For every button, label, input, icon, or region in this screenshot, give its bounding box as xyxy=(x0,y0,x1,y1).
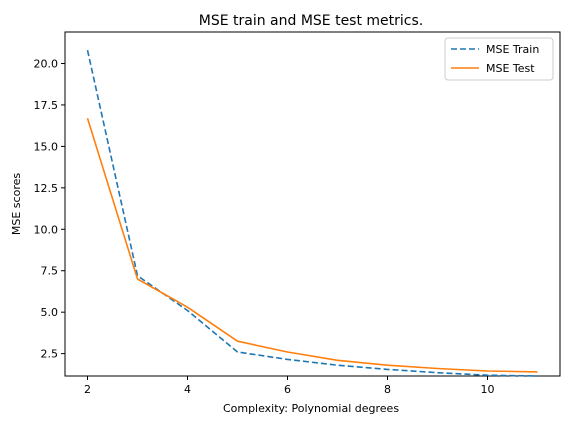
series-line-mse-train xyxy=(86,50,538,377)
y-tick-label: 12.5 xyxy=(34,182,59,195)
y-axis: 2.5 5.0 7.5 10.0 12.5 15.0 17.5 20.0 xyxy=(34,57,65,361)
plot-area xyxy=(64,31,561,377)
y-axis-label: MSE scores xyxy=(10,173,23,235)
legend-label: MSE Test xyxy=(486,62,535,75)
y-tick-label: 2.5 xyxy=(41,348,59,361)
y-tick-label: 20.0 xyxy=(34,57,59,70)
series-line-mse-test xyxy=(86,117,538,373)
chart-title: MSE train and MSE test metrics. xyxy=(199,13,424,29)
x-tick-label: 8 xyxy=(384,383,391,396)
legend: MSE Train MSE Test xyxy=(444,37,554,81)
y-tick-label: 15.0 xyxy=(34,140,59,153)
y-tick-label: 10.0 xyxy=(34,223,59,236)
series-lines xyxy=(86,50,538,377)
y-tick-label: 17.5 xyxy=(34,99,59,112)
x-tick-label: 6 xyxy=(284,383,291,396)
x-tick-label: 2 xyxy=(84,383,91,396)
y-tick-label: 5.0 xyxy=(41,306,59,319)
x-axis-label: Complexity: Polynomial degrees xyxy=(223,402,399,415)
x-tick-label: 10 xyxy=(481,383,495,396)
x-axis: 2 4 6 8 10 xyxy=(84,376,495,396)
x-tick-label: 4 xyxy=(184,383,191,396)
legend-label: MSE Train xyxy=(486,43,539,56)
y-tick-label: 7.5 xyxy=(41,265,59,278)
